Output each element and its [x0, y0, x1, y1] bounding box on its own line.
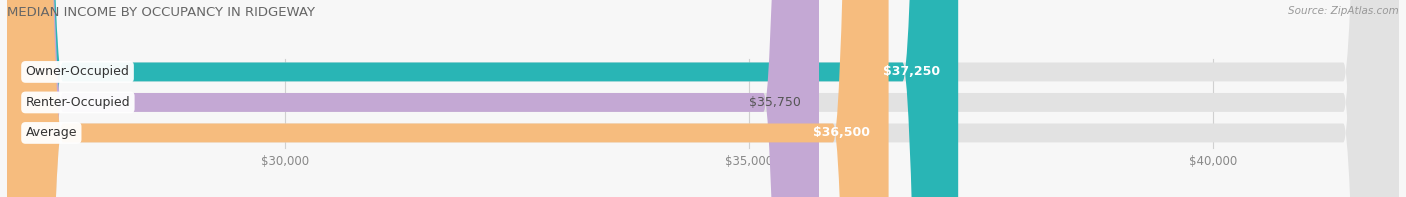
Text: Average: Average [25, 126, 77, 139]
FancyBboxPatch shape [7, 0, 1399, 197]
Text: $35,750: $35,750 [748, 96, 800, 109]
FancyBboxPatch shape [7, 0, 959, 197]
Text: MEDIAN INCOME BY OCCUPANCY IN RIDGEWAY: MEDIAN INCOME BY OCCUPANCY IN RIDGEWAY [7, 6, 315, 19]
FancyBboxPatch shape [7, 0, 1399, 197]
FancyBboxPatch shape [7, 0, 1399, 197]
FancyBboxPatch shape [7, 0, 889, 197]
Text: Source: ZipAtlas.com: Source: ZipAtlas.com [1288, 6, 1399, 16]
Text: Owner-Occupied: Owner-Occupied [25, 65, 129, 78]
Text: $36,500: $36,500 [813, 126, 870, 139]
Text: $37,250: $37,250 [883, 65, 939, 78]
FancyBboxPatch shape [7, 0, 820, 197]
Text: Renter-Occupied: Renter-Occupied [25, 96, 131, 109]
